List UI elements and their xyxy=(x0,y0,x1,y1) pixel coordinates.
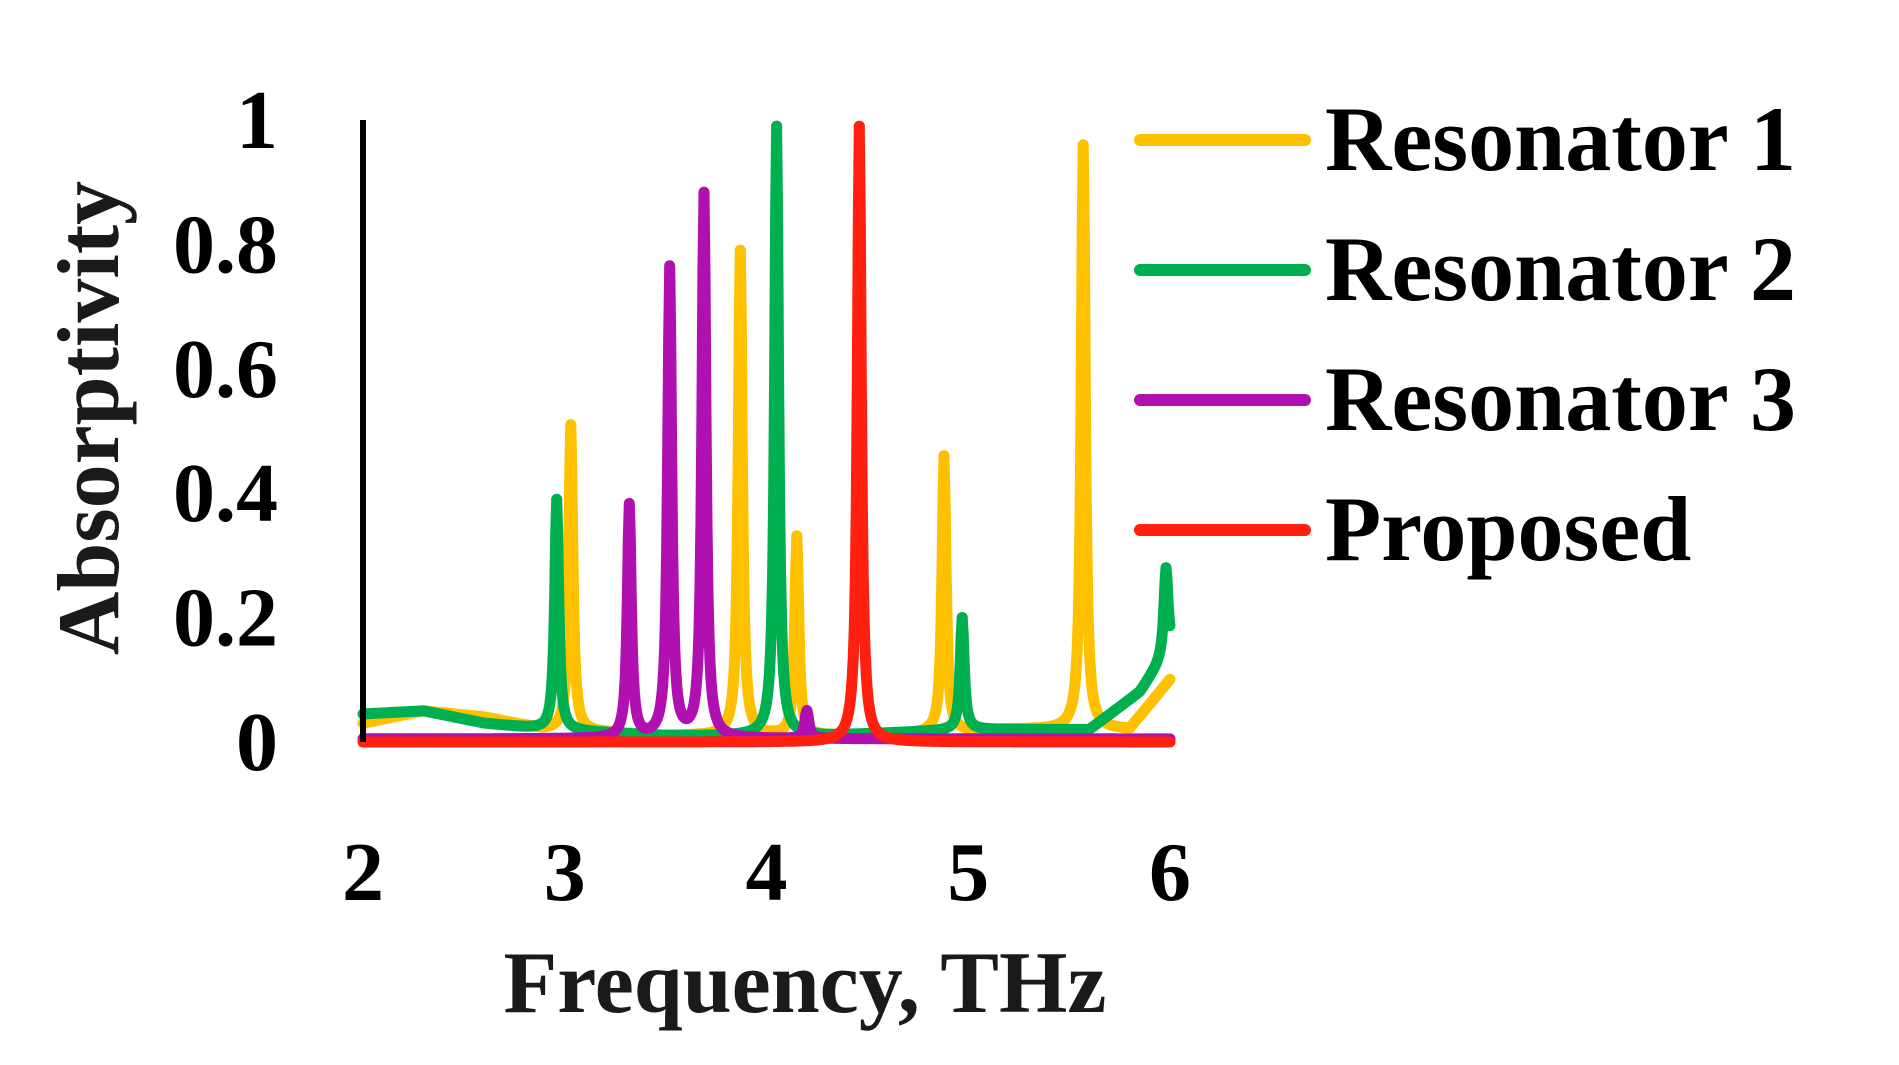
peak-point xyxy=(698,189,710,201)
peak-point xyxy=(853,120,865,132)
legend-label: Resonator 1 xyxy=(1325,88,1796,190)
x-tick-label: 3 xyxy=(544,826,586,919)
legend-label: Resonator 2 xyxy=(1325,218,1796,320)
series-line xyxy=(357,120,1176,748)
y-tick-label: 0.4 xyxy=(173,447,278,540)
x-axis-title: Frequency, THz xyxy=(504,935,1107,1032)
legend-label: Resonator 3 xyxy=(1325,348,1796,450)
peak-point xyxy=(771,120,783,132)
y-tick-label: 0.6 xyxy=(173,323,278,416)
legend-item: Proposed xyxy=(1134,478,1691,580)
legend-item: Resonator 1 xyxy=(1134,88,1796,190)
peak-point xyxy=(1160,562,1172,574)
legend-label: Proposed xyxy=(1325,478,1691,580)
peak-point xyxy=(734,245,746,257)
peak-point xyxy=(1077,139,1089,151)
legend: Resonator 1 Resonator 2 Resonator 3 Propose… xyxy=(1134,88,1796,580)
peak-point xyxy=(565,419,577,431)
x-tick-label: 5 xyxy=(947,826,989,919)
peak-point xyxy=(623,500,635,512)
peak-point xyxy=(664,263,676,275)
x-tick-label: 2 xyxy=(342,826,384,919)
y-tick-label: 0.8 xyxy=(173,198,278,291)
peak-point xyxy=(551,493,563,505)
peak-point xyxy=(956,612,968,624)
peak-point xyxy=(801,705,813,717)
series-layer xyxy=(357,120,1176,748)
legend-item: Resonator 3 xyxy=(1134,348,1796,450)
y-tick-label: 1 xyxy=(236,74,278,167)
peak-point xyxy=(791,531,803,543)
y-axis-title: Absorptivity xyxy=(41,181,138,655)
series-2 xyxy=(357,120,1176,741)
series-4 xyxy=(357,120,1176,748)
y-axis-ticks: 0 0.2 0.4 0.6 0.8 1 xyxy=(173,74,278,789)
y-tick-label: 0 xyxy=(236,696,278,789)
legend-item: Resonator 2 xyxy=(1134,218,1796,320)
x-tick-label: 4 xyxy=(746,826,788,919)
peak-point xyxy=(938,450,950,462)
x-axis-ticks: 2 3 4 5 6 xyxy=(342,826,1191,919)
x-tick-label: 6 xyxy=(1149,826,1191,919)
y-tick-label: 0.2 xyxy=(173,572,278,665)
series-line xyxy=(357,120,1176,741)
